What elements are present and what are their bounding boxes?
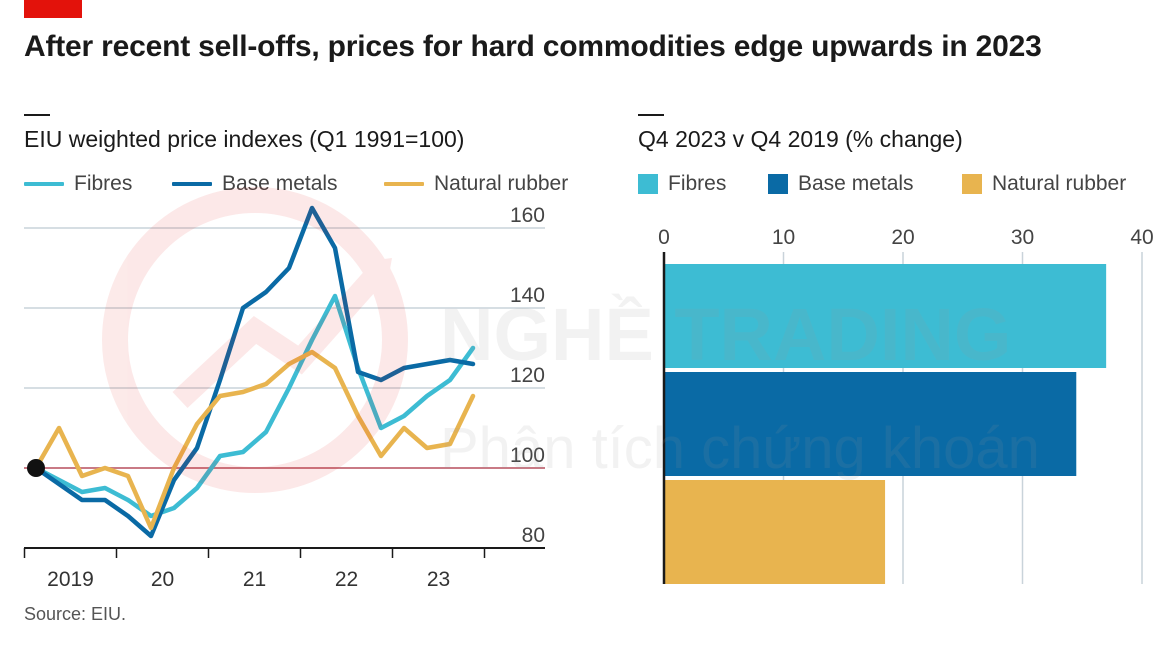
right-panel-title: Q4 2023 v Q4 2019 (% change) (638, 126, 963, 152)
legend-label-fibres: Fibres (74, 172, 133, 195)
y-tick-label: 120 (510, 364, 545, 387)
bar-legend-item-base-metals: Base metals (768, 172, 914, 196)
bar-legend-swatch-fibres (638, 174, 658, 194)
bar-x-tick-label: 20 (891, 226, 914, 249)
chart-main-title: After recent sell-offs, prices for hard … (24, 30, 1042, 63)
legend-swatch-fibres (24, 182, 64, 186)
y-tick-label: 160 (510, 204, 545, 227)
bar-legend-label-natural-rubber: Natural rubber (992, 172, 1127, 195)
bar-legend-swatch-base-metals (768, 174, 788, 194)
legend-swatch-natural-rubber (384, 182, 424, 186)
series-line-natural-rubber (33, 349, 476, 531)
bar-base-metals (664, 372, 1077, 476)
left-panel-rule (24, 114, 50, 116)
series-line-fibres (33, 293, 476, 519)
bar-x-tick-label: 30 (1011, 226, 1034, 249)
bar-x-tick-label: 40 (1130, 226, 1153, 249)
legend-swatch-base-metals (172, 182, 212, 186)
bar-legend-label-base-metals: Base metals (798, 172, 914, 195)
start-point-dot (27, 459, 45, 477)
bar-legend-item-fibres: Fibres (638, 172, 726, 196)
bar-legend-label-fibres: Fibres (668, 172, 727, 195)
y-tick-label: 140 (510, 284, 545, 307)
right-panel-rule (638, 114, 664, 116)
series-line-base-metals (33, 205, 476, 539)
bar-natural-rubber (664, 480, 886, 584)
bar-legend-swatch-natural-rubber (962, 174, 982, 194)
left-panel-title: EIU weighted price indexes (Q1 1991=100) (24, 126, 465, 152)
publication-tag (24, 0, 82, 18)
x-tick-label: 21 (243, 568, 266, 591)
y-tick-label: 80 (522, 524, 545, 547)
legend-label-natural-rubber: Natural rubber (434, 172, 569, 195)
legend-item-natural-rubber: Natural rubber (384, 172, 568, 196)
y-tick-label: 100 (510, 444, 545, 467)
x-tick-label: 22 (335, 568, 358, 591)
x-tick-label: 23 (427, 568, 450, 591)
bar-legend-item-natural-rubber: Natural rubber (962, 172, 1126, 196)
source-note: Source: EIU. (24, 604, 127, 624)
bar-x-tick-label: 10 (772, 226, 795, 249)
legend-label-base-metals: Base metals (222, 172, 338, 195)
bar-x-tick-label: 0 (658, 226, 670, 249)
bar-fibres (664, 264, 1107, 368)
legend-item-fibres: Fibres (24, 172, 132, 196)
legend-item-base-metals: Base metals (172, 172, 338, 196)
x-tick-label: 20 (151, 568, 174, 591)
x-tick-label: 2019 (47, 568, 94, 591)
